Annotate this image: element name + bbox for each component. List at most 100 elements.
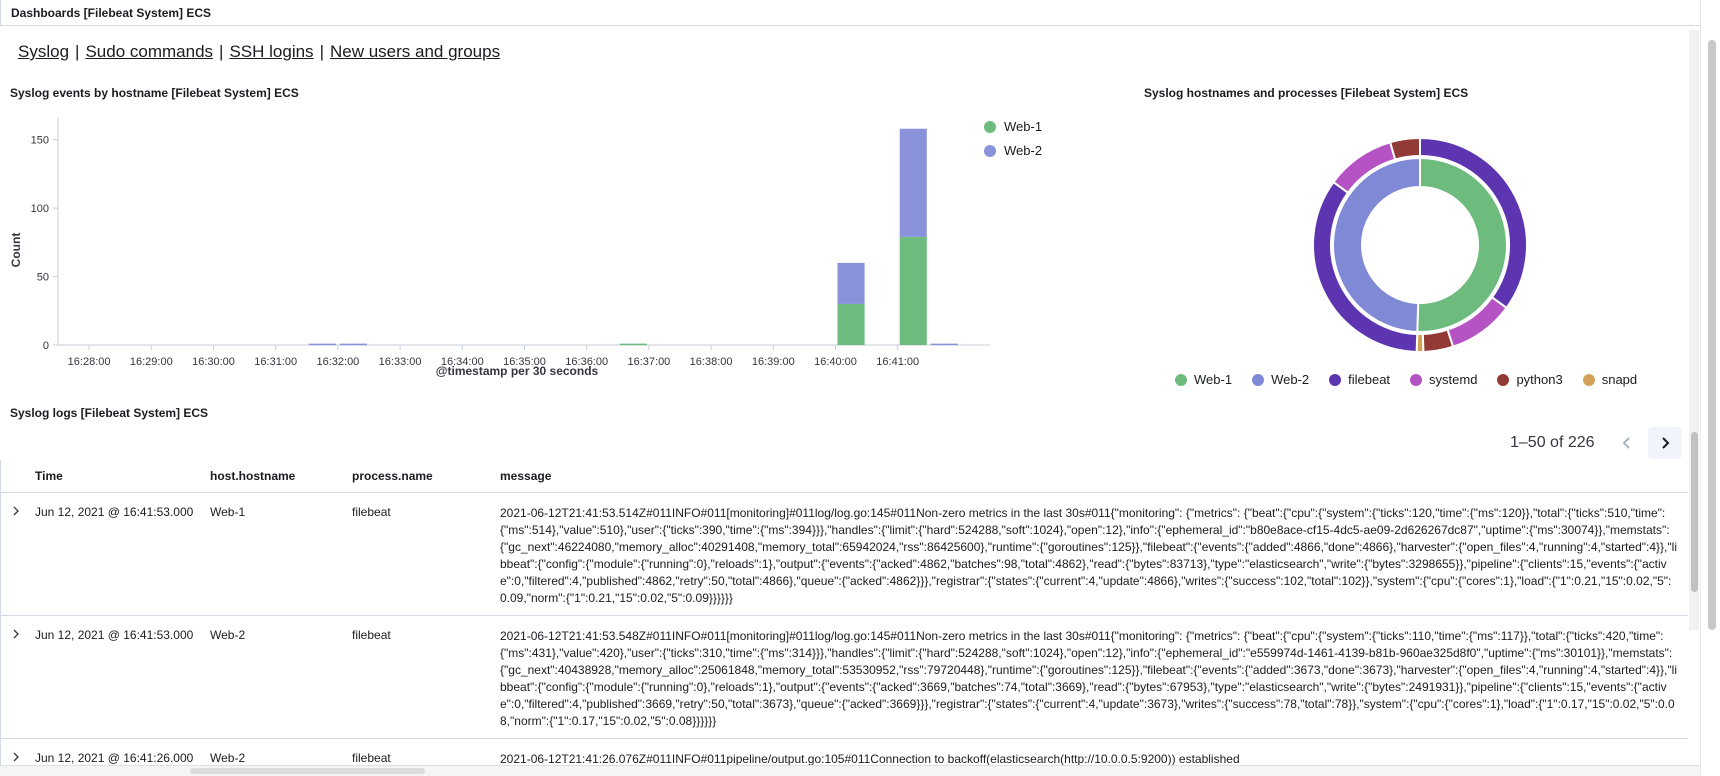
table-header: Time host.hostname process.name message (1, 460, 1688, 493)
x-tick-label: 16:30:00 (192, 356, 235, 368)
legend-swatch (984, 144, 996, 157)
bar-web-2-164100 (899, 128, 927, 237)
legend-label: Web-1 (1194, 372, 1233, 387)
table-scroll-thumb[interactable] (1691, 432, 1698, 592)
legend-label: snapd (1601, 372, 1638, 387)
legend-swatch (1582, 373, 1595, 386)
donut-legend-item-web-1[interactable]: Web-1 (1175, 372, 1232, 387)
legend-swatch (1329, 373, 1342, 386)
expand-row-button[interactable] (11, 750, 21, 765)
legend-label: systemd (1429, 372, 1478, 387)
expand-row-button[interactable] (11, 627, 21, 642)
y-tick-label: 0 (43, 340, 49, 352)
y-tick-label: 150 (31, 135, 49, 147)
cell-time: Jun 12, 2021 @ 16:41:53.000 (35, 505, 194, 519)
legend-label: Web-2 (1271, 372, 1310, 387)
nav-separator: | (75, 42, 80, 61)
bar-web-2-164000 (837, 262, 865, 304)
cell-process: filebeat (352, 751, 391, 765)
legend-item-web-1[interactable]: Web-1 (984, 119, 1042, 134)
x-tick-label: 16:34:00 (441, 356, 484, 368)
table-row: Jun 12, 2021 @ 16:41:53.000 Web-2 filebe… (1, 616, 1688, 739)
table-row: Jun 12, 2021 @ 16:41:26.000 Web-2 filebe… (1, 739, 1688, 765)
logs-panel-title: Syslog logs [Filebeat System] ECS (10, 406, 209, 420)
nav-separator: | (319, 42, 324, 61)
cell-host: Web-1 (210, 505, 246, 519)
x-tick-label: 16:33:00 (379, 356, 422, 368)
horizontal-scrollbar[interactable] (0, 765, 1700, 776)
x-tick-label: 16:29:00 (130, 356, 173, 368)
bar-web-2-163200 (339, 343, 367, 346)
donut-slice-web-1 (1416, 156, 1508, 333)
legend-label: Web-1 (1004, 119, 1043, 134)
legend-label: python3 (1516, 372, 1563, 387)
y-tick-label: 50 (37, 272, 49, 284)
nav-link-ssh-logins[interactable]: SSH logins (229, 42, 314, 61)
page-title: Dashboards [Filebeat System] ECS (11, 6, 212, 20)
donut-legend: Web-1 Web-2 filebeat systemd python3 sna… (1175, 372, 1637, 387)
cell-host: Web-2 (210, 751, 246, 765)
column-header-process-name[interactable]: process.name (352, 469, 433, 483)
next-page-button[interactable] (1648, 427, 1682, 459)
syslog-events-histogram[interactable]: 0 50 100 150 16:28:00 16:29:00 16:30:00 16:31:0… (0, 112, 990, 384)
y-axis-label: Count (9, 233, 23, 268)
donut-legend-item-systemd[interactable]: systemd (1410, 372, 1477, 387)
legend-swatch (1252, 373, 1265, 386)
bar-web-1-163630 (619, 343, 647, 346)
expand-row-button[interactable] (11, 504, 21, 519)
donut-legend-item-web-2[interactable]: Web-2 (1252, 372, 1309, 387)
table-row: Jun 12, 2021 @ 16:41:53.000 Web-1 filebe… (1, 493, 1688, 616)
page-scroll-thumb[interactable] (1708, 40, 1716, 630)
chevron-right-icon (13, 629, 19, 639)
donut-legend-item-python3[interactable]: python3 (1497, 372, 1563, 387)
legend-swatch (1175, 373, 1187, 386)
x-tick-label: 16:35:00 (503, 356, 546, 368)
bar-web-2-164130 (930, 343, 958, 346)
cell-time: Jun 12, 2021 @ 16:41:26.000 (35, 751, 194, 765)
chevron-left-icon (1622, 437, 1630, 449)
donut-slice-web-2-python3 (1388, 136, 1421, 161)
legend-label: Web-2 (1004, 143, 1043, 158)
cell-message: 2021-06-12T21:41:53.514Z#011INFO#011[mon… (500, 506, 1677, 605)
nav-link-new-users-and-groups[interactable]: New users and groups (329, 42, 501, 61)
nav-link-syslog[interactable]: Syslog (18, 42, 70, 61)
column-header-host-hostname[interactable]: host.hostname (210, 469, 296, 483)
legend-swatch (1410, 373, 1423, 386)
x-tick-label: 16:41:00 (876, 356, 919, 368)
bar-web-1-164000 (837, 303, 865, 345)
chevron-right-icon (1662, 437, 1670, 449)
nav-link-sudo-commands[interactable]: Sudo commands (85, 42, 214, 61)
column-header-message[interactable]: message (500, 469, 552, 483)
donut-slice-web-1-python3 (1421, 328, 1455, 353)
cell-message: 2021-06-12T21:41:26.076Z#011INFO#011pipe… (500, 752, 1240, 765)
cell-message: 2021-06-12T21:41:53.548Z#011INFO#011[mon… (500, 629, 1677, 728)
cell-host: Web-2 (210, 628, 246, 642)
top-bar: Dashboards [Filebeat System] ECS (0, 0, 1700, 26)
donut-slice-web-2 (1332, 156, 1421, 333)
legend-swatch (984, 120, 996, 133)
horizontal-scroll-thumb[interactable] (190, 768, 425, 774)
x-tick-label: 16:32:00 (316, 356, 359, 368)
previous-page-button[interactable] (1610, 427, 1644, 459)
donut-legend-item-filebeat[interactable]: filebeat (1329, 372, 1390, 387)
pagination-count: 1–50 of 226 (1510, 434, 1595, 451)
bar-web-1-164100 (899, 236, 927, 345)
legend-item-web-2[interactable]: Web-2 (984, 143, 1042, 158)
legend-swatch (1497, 373, 1510, 386)
x-tick-label: 16:31:00 (254, 356, 297, 368)
syslog-logs-table: Time host.hostname process.name message … (0, 460, 1688, 765)
y-tick-label: 100 (31, 203, 49, 215)
x-tick-label: 16:38:00 (690, 356, 733, 368)
cell-process: filebeat (352, 628, 391, 642)
table-vertical-scrollbar[interactable] (1689, 30, 1699, 630)
chevron-right-icon (13, 506, 19, 516)
histogram-panel-title: Syslog events by hostname [Filebeat Syst… (10, 86, 299, 100)
hostnames-processes-donut[interactable] (1300, 125, 1540, 365)
nav-separator: | (219, 42, 224, 61)
donut-legend-item-snapd[interactable]: snapd (1582, 372, 1638, 387)
column-header-time[interactable]: Time (35, 469, 63, 483)
chevron-right-icon (13, 752, 19, 762)
legend-label: filebeat (1348, 372, 1391, 387)
cell-process: filebeat (352, 505, 391, 519)
x-tick-label: 16:39:00 (752, 356, 795, 368)
